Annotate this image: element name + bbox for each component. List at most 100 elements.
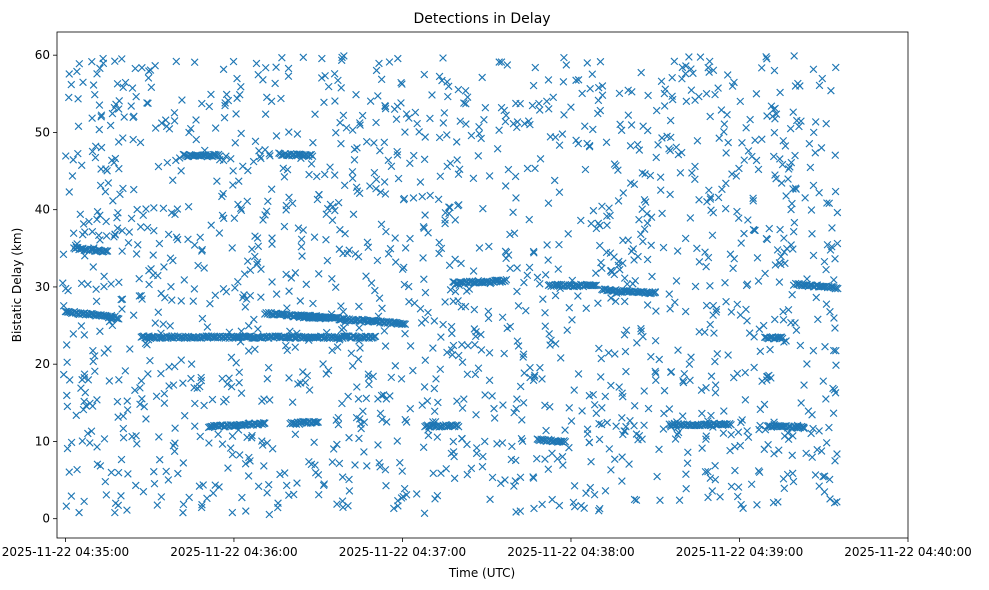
data-point	[803, 275, 811, 283]
data-point	[734, 214, 743, 222]
data-point	[264, 480, 273, 489]
data-point	[587, 457, 595, 466]
data-point	[825, 475, 834, 484]
data-point	[215, 229, 224, 237]
data-point	[607, 466, 615, 474]
data-point	[456, 117, 465, 125]
data-point	[428, 91, 436, 99]
data-point	[444, 92, 452, 101]
data-point	[714, 84, 722, 92]
data-point	[686, 214, 695, 222]
data-point	[328, 274, 336, 283]
data-point	[549, 93, 558, 102]
data-point	[89, 81, 98, 89]
data-point	[132, 92, 140, 101]
data-point	[395, 458, 404, 467]
data-point	[330, 69, 339, 78]
data-point	[314, 490, 323, 499]
data-point	[421, 356, 430, 365]
data-point	[67, 80, 76, 89]
data-point	[283, 346, 292, 355]
data-point	[767, 102, 776, 110]
data-point	[345, 433, 353, 442]
data-point	[229, 57, 238, 66]
data-point	[235, 378, 243, 387]
data-point	[782, 192, 790, 200]
data-point	[580, 504, 589, 513]
data-point	[586, 84, 594, 93]
data-point	[69, 330, 78, 338]
data-point	[302, 280, 311, 289]
data-point	[273, 503, 282, 512]
data-point	[386, 244, 395, 253]
data-point	[618, 392, 627, 401]
data-point	[244, 166, 252, 175]
data-point	[308, 152, 317, 160]
data-point	[200, 401, 208, 410]
data-point	[702, 301, 711, 310]
data-point	[323, 204, 332, 213]
data-point	[91, 153, 100, 162]
data-point	[829, 409, 838, 418]
data-point	[355, 189, 364, 198]
data-point	[355, 434, 363, 443]
data-point	[173, 235, 182, 244]
data-point	[237, 206, 246, 215]
data-point	[362, 137, 371, 146]
data-point	[469, 267, 478, 275]
data-point	[627, 121, 636, 129]
data-point	[585, 438, 594, 447]
data-point	[762, 53, 770, 61]
data-point	[614, 166, 622, 174]
data-point	[62, 341, 71, 349]
data-point	[359, 316, 368, 324]
data-point	[712, 305, 721, 314]
data-point	[706, 195, 715, 203]
data-point	[612, 161, 620, 170]
data-point	[232, 110, 240, 118]
data-point	[695, 92, 703, 101]
data-point	[506, 230, 514, 239]
data-point	[546, 341, 554, 349]
data-point	[831, 63, 840, 72]
data-point	[702, 383, 710, 392]
data-point	[510, 482, 518, 490]
data-point	[831, 151, 840, 160]
data-point	[769, 152, 778, 161]
data-point	[394, 174, 403, 183]
data-point	[724, 138, 732, 147]
data-point	[190, 285, 199, 293]
data-point	[103, 166, 111, 175]
data-point	[262, 207, 271, 216]
data-point	[85, 217, 93, 226]
data-point	[253, 234, 262, 242]
data-point	[822, 119, 831, 128]
x-tick-label: 2025-11-22 04:36:00	[170, 545, 297, 559]
data-point	[236, 82, 245, 91]
data-point	[671, 298, 679, 307]
data-point	[106, 121, 115, 130]
data-point	[355, 119, 364, 127]
data-point	[283, 304, 291, 312]
data-point	[333, 500, 341, 508]
data-point	[747, 480, 756, 489]
data-point	[240, 270, 249, 278]
data-point	[696, 53, 705, 61]
data-point	[651, 367, 660, 376]
data-point	[77, 384, 85, 392]
data-point	[263, 439, 272, 447]
data-point	[287, 274, 296, 282]
data-point	[366, 182, 374, 190]
data-point	[783, 244, 791, 253]
data-point	[246, 457, 254, 465]
data-point	[521, 306, 530, 315]
data-point	[146, 356, 154, 365]
data-point	[784, 175, 792, 183]
data-point	[594, 219, 603, 228]
data-point	[115, 97, 124, 105]
data-point	[402, 418, 411, 426]
data-point	[337, 325, 346, 334]
data-point	[96, 64, 104, 73]
data-point	[323, 256, 332, 265]
data-point	[102, 247, 111, 255]
